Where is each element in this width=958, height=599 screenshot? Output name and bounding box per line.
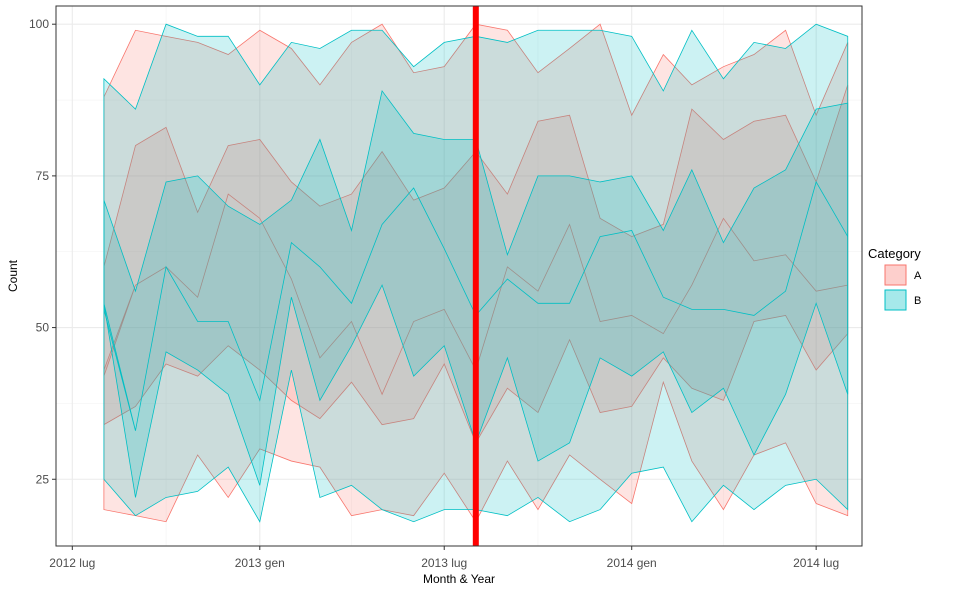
band-a-3 — [103, 193, 848, 396]
plot-panel — [56, 6, 862, 546]
y-tick-label: 75 — [36, 169, 50, 183]
x-tick-label: 2013 lug — [421, 556, 467, 570]
legend-title: Category — [868, 246, 921, 261]
x-tick-label: 2014 gen — [607, 556, 657, 570]
y-axis: 25 50 75 100 — [29, 17, 56, 486]
grid-minor — [56, 6, 862, 546]
x-tick-label: 2012 lug — [49, 556, 95, 570]
y-tick-label: 25 — [36, 472, 50, 486]
plot-border — [55, 5, 863, 547]
grid-major — [56, 6, 862, 546]
x-tick-label: 2014 lug — [793, 556, 839, 570]
x-axis-title: Month & Year — [423, 572, 495, 586]
y-tick-label: 50 — [36, 321, 50, 335]
legend-key-a — [884, 264, 907, 286]
y-axis-title: Count — [6, 259, 20, 292]
legend: Category A B — [868, 246, 922, 311]
y-tick-label: 100 — [29, 17, 49, 31]
legend-key-b — [884, 289, 907, 311]
band-b-3 — [103, 180, 849, 431]
x-tick-label: 2013 gen — [235, 556, 285, 570]
legend-label-b: B — [914, 295, 921, 307]
x-axis: 2012 lug 2013 gen 2013 lug 2014 gen 2014 lug — [49, 546, 839, 570]
legend-label-a: A — [914, 270, 922, 282]
